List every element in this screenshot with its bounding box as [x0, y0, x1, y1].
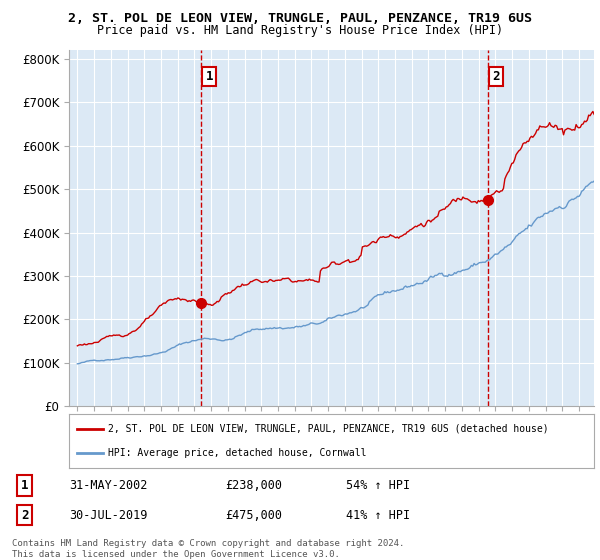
Text: Contains HM Land Registry data © Crown copyright and database right 2024.: Contains HM Land Registry data © Crown c…: [12, 539, 404, 548]
Text: 1: 1: [21, 479, 28, 492]
Text: 2, ST. POL DE LEON VIEW, TRUNGLE, PAUL, PENZANCE, TR19 6US (detached house): 2, ST. POL DE LEON VIEW, TRUNGLE, PAUL, …: [109, 424, 549, 434]
Text: 2: 2: [21, 508, 28, 522]
Text: 2: 2: [493, 70, 500, 83]
Text: £475,000: £475,000: [225, 508, 282, 522]
Text: 2, ST. POL DE LEON VIEW, TRUNGLE, PAUL, PENZANCE, TR19 6US: 2, ST. POL DE LEON VIEW, TRUNGLE, PAUL, …: [68, 12, 532, 25]
Text: 41% ↑ HPI: 41% ↑ HPI: [346, 508, 410, 522]
Text: 1: 1: [206, 70, 213, 83]
Text: £238,000: £238,000: [225, 479, 282, 492]
Text: 54% ↑ HPI: 54% ↑ HPI: [346, 479, 410, 492]
Text: 31-MAY-2002: 31-MAY-2002: [70, 479, 148, 492]
Text: HPI: Average price, detached house, Cornwall: HPI: Average price, detached house, Corn…: [109, 448, 367, 458]
Text: 30-JUL-2019: 30-JUL-2019: [70, 508, 148, 522]
Text: This data is licensed under the Open Government Licence v3.0.: This data is licensed under the Open Gov…: [12, 550, 340, 559]
Text: Price paid vs. HM Land Registry's House Price Index (HPI): Price paid vs. HM Land Registry's House …: [97, 24, 503, 37]
